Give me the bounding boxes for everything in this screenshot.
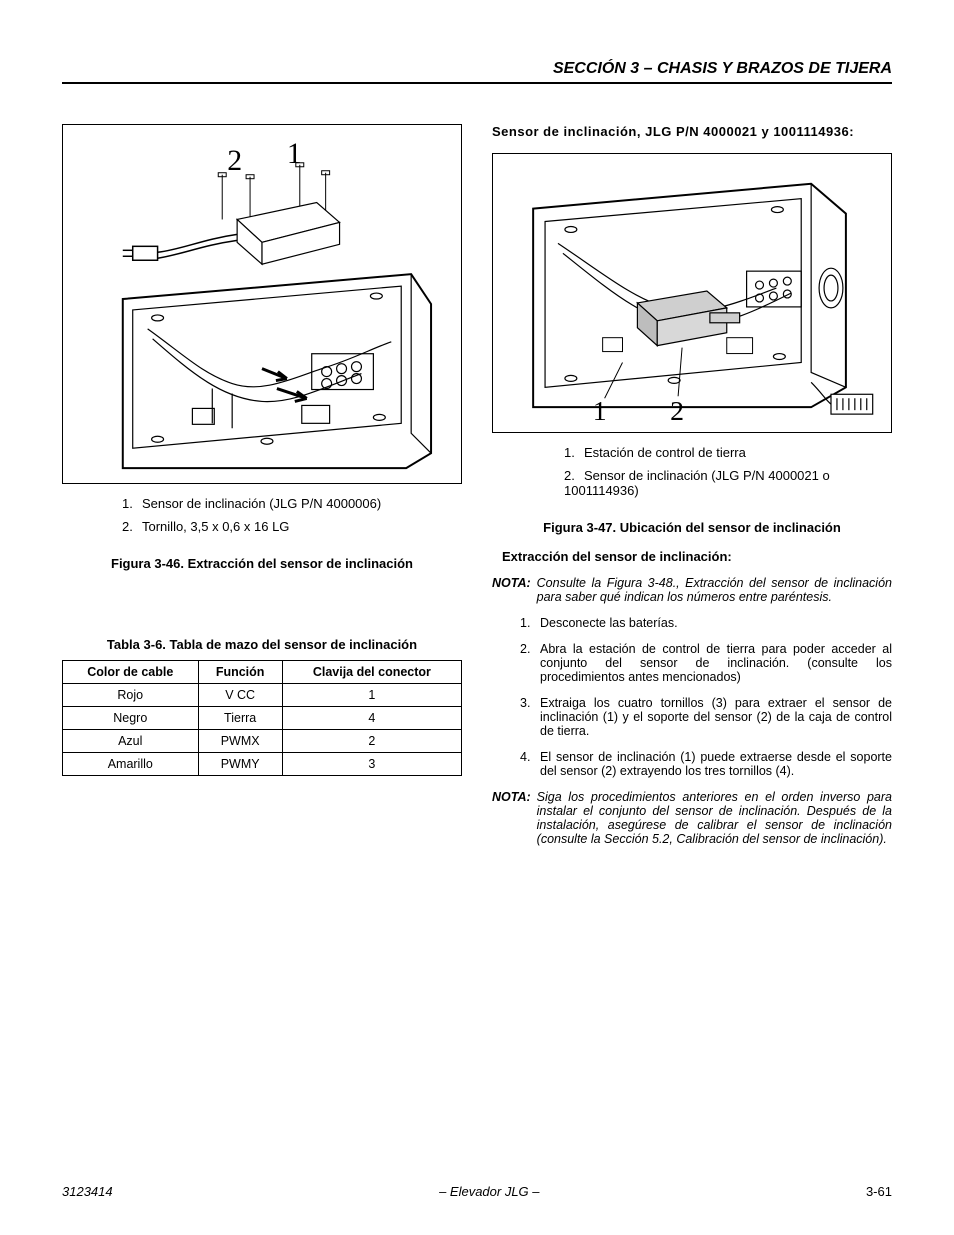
page-footer: 3123414 – Elevador JLG – 3-61 xyxy=(62,1184,892,1199)
footer-left: 3123414 xyxy=(62,1184,113,1199)
table-row: NegroTierra4 xyxy=(63,707,462,730)
table-caption: Tabla 3-6. Tabla de mazo del sensor de i… xyxy=(62,637,462,652)
nota-2: NOTA: Siga los procedimientos anteriores… xyxy=(492,790,892,846)
left-column: 2 1 xyxy=(62,124,462,858)
figure-3-46: 2 1 xyxy=(62,124,462,484)
legend-item: 1.Sensor de inclinación (JLG P/N 4000006… xyxy=(122,496,462,511)
figure-caption-right: Figura 3-47. Ubicación del sensor de inc… xyxy=(492,520,892,535)
legend-left: 1.Sensor de inclinación (JLG P/N 4000006… xyxy=(62,496,462,534)
steps-list: 1.Desconecte las baterías. 2.Abra la est… xyxy=(492,616,892,778)
table-row: AmarilloPWMY3 xyxy=(63,753,462,776)
step: 2.Abra la estación de control de tierra … xyxy=(520,642,892,684)
subheading: Extracción del sensor de inclinación: xyxy=(502,549,892,564)
th: Función xyxy=(198,661,282,684)
right-column: Sensor de inclinación, JLG P/N 4000021 y… xyxy=(492,124,892,858)
svg-text:2: 2 xyxy=(670,396,684,427)
footer-right: 3-61 xyxy=(866,1184,892,1199)
right-title: Sensor de inclinación, JLG P/N 4000021 y… xyxy=(492,124,892,139)
legend-item: 2.Tornillo, 3,5 x 0,6 x 16 LG xyxy=(122,519,462,534)
th: Clavija del conector xyxy=(282,661,461,684)
figure-caption-left: Figura 3-46. Extracción del sensor de in… xyxy=(62,556,462,571)
step: 1.Desconecte las baterías. xyxy=(520,616,892,630)
nota-1: NOTA: Consulte la Figura 3-48., Extracci… xyxy=(492,576,892,604)
figure-3-47: 1 2 xyxy=(492,153,892,433)
svg-text:1: 1 xyxy=(593,396,607,427)
svg-text:2: 2 xyxy=(227,144,242,177)
section-header: SECCIÓN 3 – CHASIS Y BRAZOS DE TIJERA xyxy=(62,60,892,84)
table-row: AzulPWMX2 xyxy=(63,730,462,753)
legend-item: 1.Estación de control de tierra xyxy=(564,445,892,460)
legend-right: 1.Estación de control de tierra 2.Sensor… xyxy=(492,445,892,498)
wiring-table: Color de cable Función Clavija del conec… xyxy=(62,660,462,776)
step: 4.El sensor de inclinación (1) puede ext… xyxy=(520,750,892,778)
content-columns: 2 1 xyxy=(62,124,892,858)
legend-item: 2.Sensor de inclinación (JLG P/N 4000021… xyxy=(564,468,892,498)
th: Color de cable xyxy=(63,661,199,684)
footer-center: – Elevador JLG – xyxy=(439,1184,539,1199)
diagram-svg-right: 1 2 xyxy=(493,154,891,432)
step: 3.Extraiga los cuatro tornillos (3) para… xyxy=(520,696,892,738)
table-row: RojoV CC1 xyxy=(63,684,462,707)
diagram-svg-left: 2 1 xyxy=(63,125,461,483)
